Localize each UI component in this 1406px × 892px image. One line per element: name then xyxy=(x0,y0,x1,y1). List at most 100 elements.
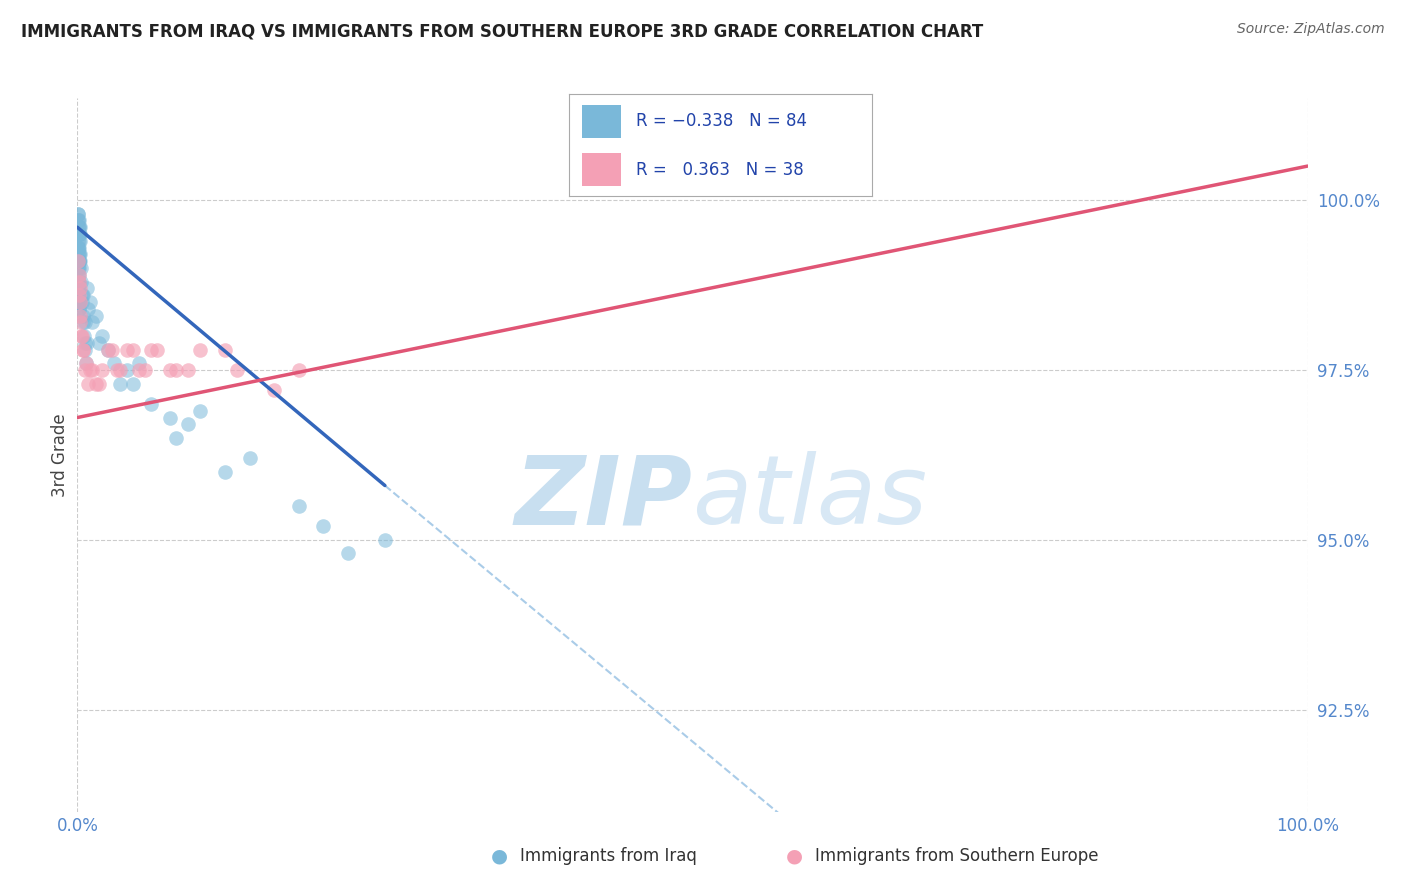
Point xyxy=(67,295,90,310)
Point xyxy=(79,295,101,310)
Point xyxy=(69,220,91,235)
Point xyxy=(165,363,187,377)
Point xyxy=(67,220,90,235)
Text: ●: ● xyxy=(491,847,508,866)
Text: ZIP: ZIP xyxy=(515,451,693,544)
Point xyxy=(67,234,90,248)
Point xyxy=(67,220,90,235)
Point xyxy=(101,343,124,357)
Point xyxy=(79,363,101,377)
Point xyxy=(67,213,90,227)
Point xyxy=(90,363,114,377)
Point xyxy=(115,343,138,357)
Point xyxy=(67,213,90,227)
Point xyxy=(66,241,89,255)
Point xyxy=(66,268,89,282)
Point xyxy=(67,260,90,275)
Text: Immigrants from Iraq: Immigrants from Iraq xyxy=(520,847,697,865)
Point xyxy=(312,519,335,533)
Point xyxy=(67,213,90,227)
Point xyxy=(67,241,90,255)
Point xyxy=(67,241,90,255)
Point xyxy=(188,403,212,417)
Point xyxy=(67,227,90,241)
Point xyxy=(67,254,90,268)
Point xyxy=(288,499,311,513)
Point xyxy=(82,363,104,377)
Point xyxy=(69,281,91,295)
Point xyxy=(75,356,97,370)
Point xyxy=(67,260,90,275)
Point xyxy=(89,376,111,391)
Point xyxy=(67,275,90,289)
Point xyxy=(70,329,93,343)
Point xyxy=(134,363,156,377)
Point xyxy=(121,343,143,357)
Point xyxy=(121,376,143,391)
Point xyxy=(146,343,169,357)
Point xyxy=(105,363,128,377)
Point xyxy=(69,309,91,323)
Point xyxy=(128,363,150,377)
Point xyxy=(89,335,111,350)
Point xyxy=(97,343,120,357)
Point xyxy=(67,301,90,316)
Point xyxy=(141,343,163,357)
Point xyxy=(69,260,91,275)
Point xyxy=(67,268,90,282)
Text: ●: ● xyxy=(786,847,803,866)
Bar xyxy=(582,153,621,186)
Text: Source: ZipAtlas.com: Source: ZipAtlas.com xyxy=(1237,22,1385,37)
Point xyxy=(72,315,94,329)
Point xyxy=(70,275,93,289)
Point xyxy=(67,295,90,310)
Point xyxy=(75,363,97,377)
Point xyxy=(73,329,96,343)
Point xyxy=(69,295,91,310)
Point xyxy=(141,397,163,411)
Text: atlas: atlas xyxy=(693,451,928,544)
Point xyxy=(263,384,285,398)
Point xyxy=(67,220,90,235)
Point xyxy=(84,376,107,391)
Point xyxy=(67,275,90,289)
Point xyxy=(110,363,132,377)
Point xyxy=(67,227,90,241)
Point xyxy=(77,376,100,391)
Point xyxy=(70,288,93,302)
Point xyxy=(67,234,90,248)
Point xyxy=(72,343,94,357)
Point xyxy=(70,295,93,310)
Point xyxy=(67,207,90,221)
Point xyxy=(73,335,96,350)
Point xyxy=(84,309,107,323)
Text: R =   0.363   N = 38: R = 0.363 N = 38 xyxy=(636,161,804,178)
Point xyxy=(374,533,396,547)
Point xyxy=(67,268,90,282)
Point xyxy=(69,315,91,329)
Point xyxy=(67,247,90,261)
Point xyxy=(66,207,89,221)
Point xyxy=(69,234,91,248)
Point xyxy=(72,288,94,302)
Point xyxy=(177,417,200,432)
Point xyxy=(67,295,90,310)
Point xyxy=(67,254,90,268)
Point xyxy=(214,343,236,357)
Point xyxy=(67,254,90,268)
Point xyxy=(67,281,90,295)
Text: Immigrants from Southern Europe: Immigrants from Southern Europe xyxy=(815,847,1099,865)
Point xyxy=(72,309,94,323)
Text: IMMIGRANTS FROM IRAQ VS IMMIGRANTS FROM SOUTHERN EUROPE 3RD GRADE CORRELATION CH: IMMIGRANTS FROM IRAQ VS IMMIGRANTS FROM … xyxy=(21,22,983,40)
Point xyxy=(77,301,100,316)
Point xyxy=(67,254,90,268)
Point xyxy=(67,275,90,289)
Point xyxy=(115,363,138,377)
Point xyxy=(67,301,90,316)
Point xyxy=(67,288,90,302)
Point xyxy=(128,356,150,370)
Point xyxy=(67,241,90,255)
Point xyxy=(67,275,90,289)
Point xyxy=(90,329,114,343)
Point xyxy=(69,227,91,241)
